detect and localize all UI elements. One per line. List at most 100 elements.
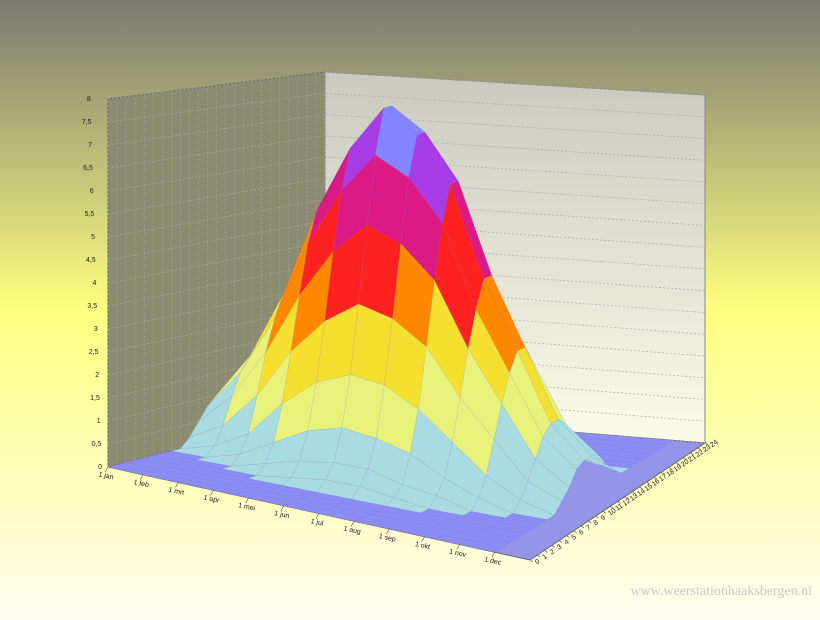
y-tick [602, 511, 607, 514]
x-tick-label: 1 sep [378, 533, 396, 543]
x-tick-label: 1 feb [133, 479, 150, 489]
y-tick-label: 7 [585, 524, 592, 532]
y-tick-label: 20 [680, 458, 690, 468]
y-tick-label: 22 [695, 449, 705, 459]
y-tick [537, 554, 541, 558]
surface-cell [633, 437, 674, 446]
z-tick-label: 4,5 [86, 257, 96, 264]
y-tick-label: 23 [702, 444, 712, 454]
grid-line [107, 71, 706, 100]
z-tick-label: 2,5 [89, 349, 99, 356]
y-tick-label: 8 [592, 519, 599, 527]
y-tick [588, 520, 592, 524]
y-tick [682, 457, 687, 460]
z-tick-label: 3 [94, 326, 98, 333]
y-tick-label: 14 [636, 488, 646, 498]
y-tick [551, 545, 556, 548]
x-tick [456, 544, 460, 550]
y-tick [566, 535, 570, 538]
y-tick-label: 3 [556, 544, 563, 552]
y-tick [559, 540, 563, 543]
y-tick [544, 550, 548, 553]
x-tick-label: 1 okt [414, 541, 430, 551]
y-tick-label: 5 [571, 534, 578, 542]
x-tick-label: 1 nov [449, 549, 468, 560]
y-tick [668, 467, 672, 470]
y-tick [690, 452, 694, 455]
z-tick-label: 0,5 [92, 441, 102, 448]
y-tick-label: 2 [549, 548, 556, 556]
y-tick-label: 16 [651, 478, 661, 488]
x-tick-label: 1 mrt [168, 487, 185, 497]
surface-cell [466, 535, 511, 548]
y-tick-label: 6 [578, 529, 585, 537]
grid-line [107, 369, 706, 422]
y-tick [580, 525, 585, 529]
y-tick [675, 462, 679, 465]
plot-area: 1 jan 1 feb 1 mrt 1 apr 1 mei 1 jun 1 jul 1 aug… [98, 105, 720, 567]
x-tick [386, 528, 390, 535]
y-tick-label: 1 [541, 553, 548, 561]
z-tick-label: 6 [90, 188, 94, 195]
grid-line [107, 177, 706, 215]
surface-cell [558, 419, 600, 456]
surface-cell [459, 539, 503, 553]
x-tick [245, 497, 249, 504]
z-tick-label: 2 [95, 372, 99, 379]
z-tick-label: 3,5 [87, 303, 97, 310]
y-tick [646, 481, 650, 485]
z-tick-label: 5 [91, 234, 95, 241]
y-tick-label: 17 [658, 473, 668, 483]
y-tick [595, 515, 599, 519]
y-tick-label: 4 [563, 539, 570, 547]
y-tick [653, 476, 658, 480]
y-tick [639, 486, 643, 490]
z-tick-label: 7 [88, 142, 92, 149]
grid-line [107, 135, 706, 169]
y-tick [529, 559, 534, 563]
y-tick-label: 24 [709, 439, 719, 449]
z-tick-label: 4 [92, 280, 96, 287]
surface-cell [603, 455, 645, 464]
y-tick-label: 21 [687, 453, 697, 463]
x-tick [280, 505, 285, 511]
z-tick-label: 0 [98, 464, 102, 471]
z-tick-label: 1,5 [90, 395, 100, 402]
z-tick-label: 8 [87, 96, 91, 103]
y-tick [631, 491, 636, 494]
y-tick [704, 442, 709, 446]
y-tick [661, 472, 665, 475]
x-tick-label: 1 jan [98, 471, 114, 481]
y-tick-label: 11 [614, 503, 624, 513]
x-tick [491, 552, 496, 558]
y-tick [624, 496, 628, 499]
y-tick-label: 9 [600, 514, 607, 522]
y-tick [573, 530, 577, 533]
y-tick-label: 13 [629, 492, 639, 502]
grid-line [107, 326, 706, 376]
y-tick [617, 501, 621, 504]
grid-line [107, 347, 706, 399]
z-tick-label: 7,5 [82, 119, 92, 126]
watermark: www.weerstationhaaksbergen.nl [630, 584, 812, 599]
z-tick-label: 6,5 [83, 165, 93, 172]
x-tick [175, 482, 179, 488]
x-tick [139, 474, 144, 480]
x-tick-label: 1 jun [274, 510, 290, 520]
x-tick-label: 1 dec [484, 556, 503, 567]
x-tick-label: 1 aug [343, 525, 362, 536]
y-tick-label: 15 [644, 483, 654, 493]
y-tick [610, 506, 614, 509]
x-tick [210, 490, 214, 496]
x-tick [350, 521, 355, 527]
x-tick [104, 466, 109, 473]
x-tick [421, 536, 425, 542]
z-tick-label: 1 [97, 418, 101, 425]
y-tick-label: 12 [622, 497, 632, 507]
y-tick-label: 0 [534, 558, 541, 566]
surface-cell [504, 513, 548, 525]
z-tick-label: 5,5 [85, 211, 95, 218]
surface-cell [550, 419, 592, 461]
y-tick-label: 10 [607, 507, 617, 517]
